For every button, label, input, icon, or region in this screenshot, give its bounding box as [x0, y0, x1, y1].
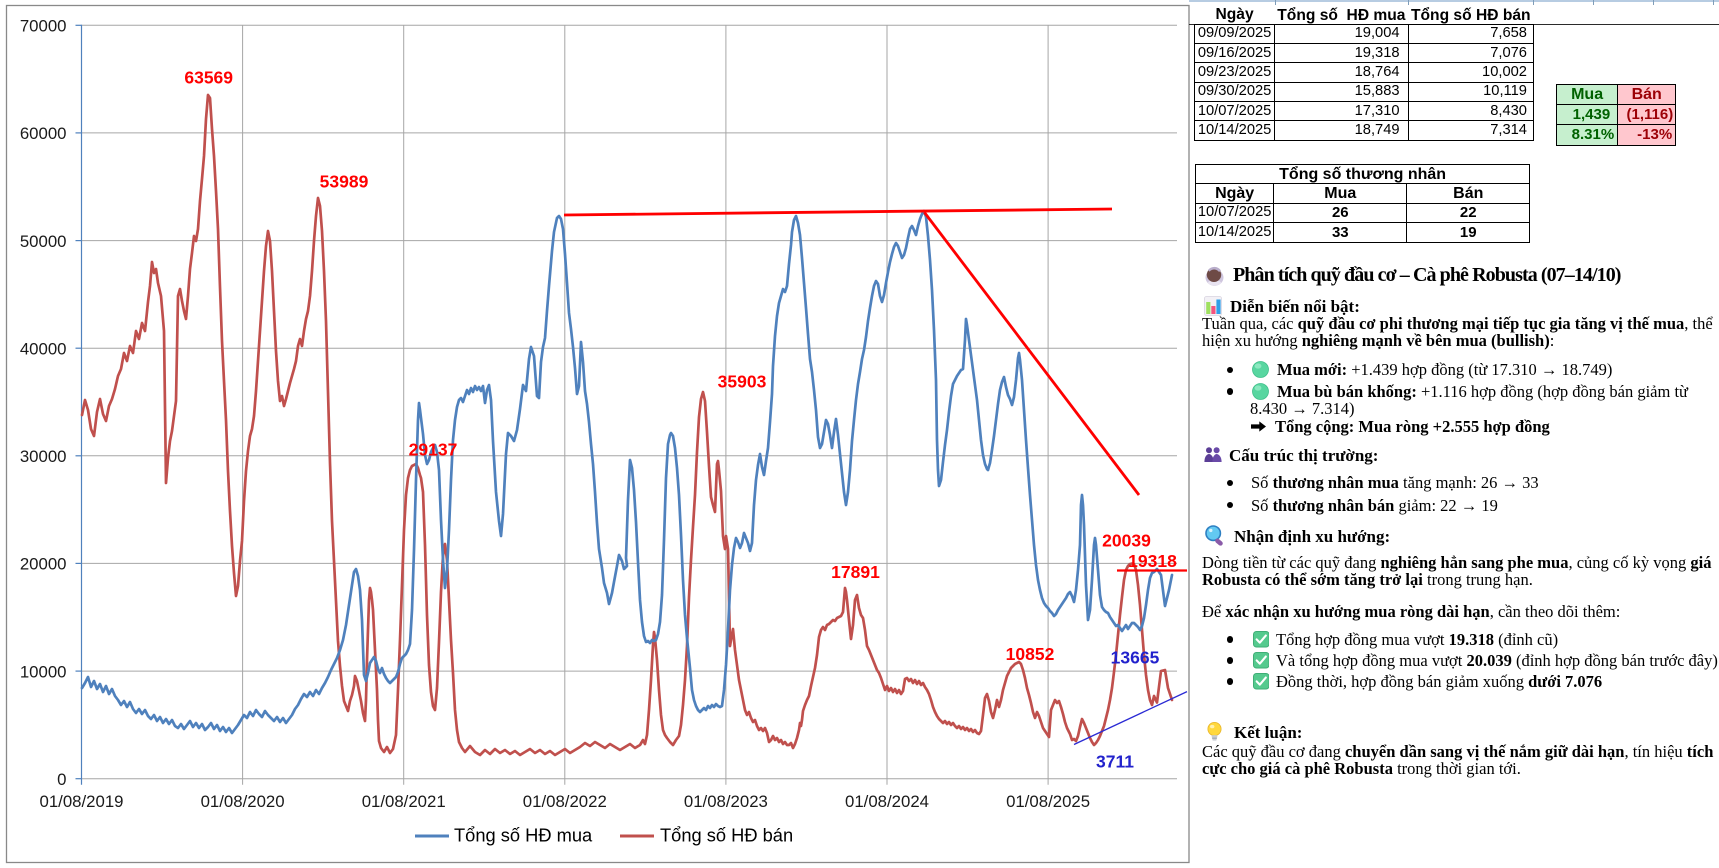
svg-text:20039: 20039 [1102, 531, 1151, 551]
svg-text:01/08/2024: 01/08/2024 [845, 792, 929, 811]
svg-text:60000: 60000 [20, 124, 67, 143]
svg-text:01/08/2025: 01/08/2025 [1006, 792, 1090, 811]
svg-text:53989: 53989 [320, 172, 369, 192]
svg-text:Tổng số HĐ bán: Tổng số HĐ bán [660, 825, 793, 846]
svg-text:3711: 3711 [1096, 752, 1134, 772]
svg-text:0: 0 [57, 770, 66, 789]
svg-text:Tổng số HĐ mua: Tổng số HĐ mua [454, 825, 593, 846]
svg-text:01/08/2023: 01/08/2023 [684, 792, 768, 811]
svg-text:63569: 63569 [184, 68, 233, 88]
svg-text:01/08/2021: 01/08/2021 [362, 792, 446, 811]
svg-text:10852: 10852 [1006, 644, 1055, 664]
svg-text:29137: 29137 [409, 440, 458, 460]
svg-text:19318: 19318 [1128, 551, 1177, 571]
svg-text:01/08/2020: 01/08/2020 [201, 792, 285, 811]
svg-text:17891: 17891 [831, 562, 880, 582]
svg-text:10000: 10000 [20, 662, 67, 681]
svg-text:13665: 13665 [1111, 648, 1160, 668]
svg-text:20000: 20000 [20, 555, 67, 574]
svg-text:70000: 70000 [20, 17, 67, 36]
svg-text:01/08/2022: 01/08/2022 [523, 792, 607, 811]
svg-text:40000: 40000 [20, 340, 67, 359]
svg-text:30000: 30000 [20, 447, 67, 466]
svg-text:01/08/2019: 01/08/2019 [40, 792, 124, 811]
svg-text:35903: 35903 [718, 372, 767, 392]
svg-text:50000: 50000 [20, 232, 67, 251]
